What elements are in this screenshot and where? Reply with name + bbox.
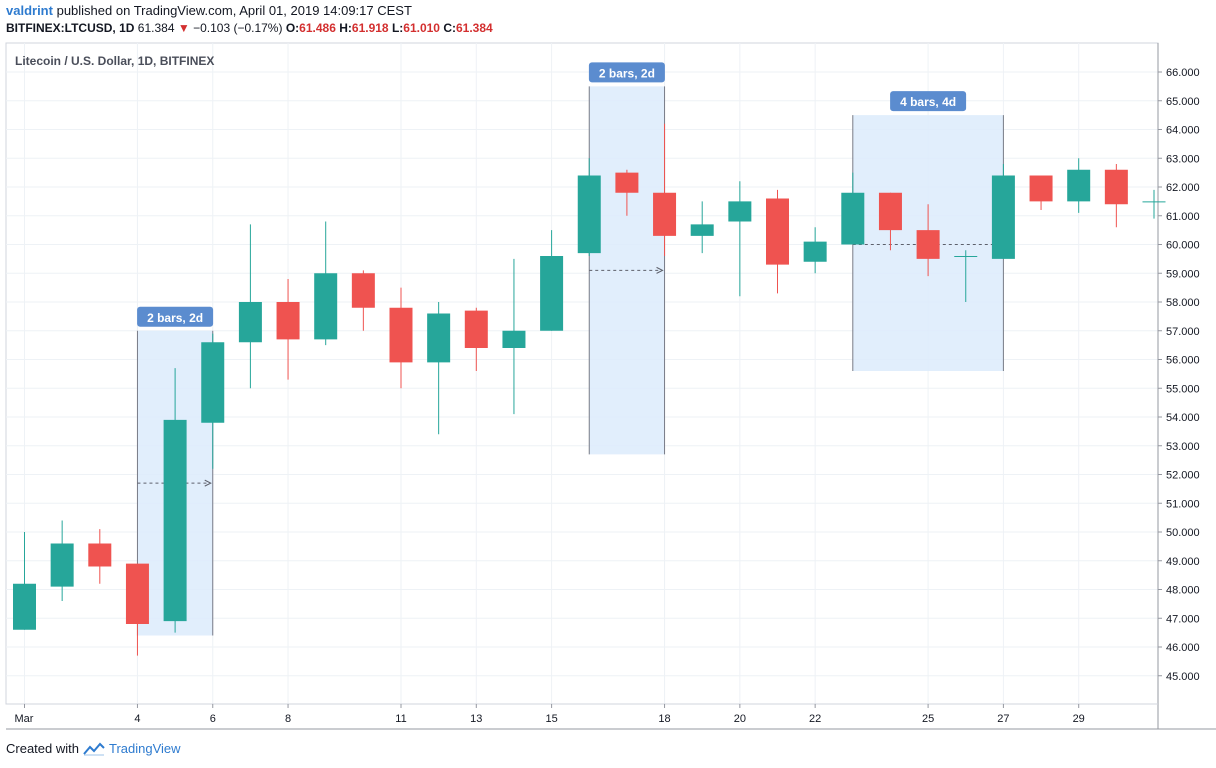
candle-body-up[interactable] <box>803 241 827 262</box>
price-tick-label: 62.000 <box>1166 182 1200 194</box>
candle-body-up[interactable] <box>314 273 338 340</box>
footer: Created with TradingView <box>6 741 181 756</box>
tradingview-brand-link[interactable]: TradingView <box>108 741 181 756</box>
price-tick-label: 57.000 <box>1166 326 1200 338</box>
price-tick-label: 46.000 <box>1166 642 1200 654</box>
range-label: 2 bars, 2d <box>147 311 203 325</box>
candle-body-down[interactable] <box>125 563 149 624</box>
candle-body-up[interactable] <box>13 583 36 630</box>
candle-body-up[interactable] <box>502 330 526 348</box>
candle-body-up[interactable] <box>841 192 865 245</box>
candle-body-up[interactable] <box>577 175 601 254</box>
symbol-label: BITFINEX:LTCUSD, 1D <box>6 21 135 35</box>
candle-body-down[interactable] <box>615 172 639 193</box>
candle-body-up[interactable] <box>540 256 564 331</box>
candle-body-up[interactable] <box>1067 169 1091 202</box>
price-tick-label: 55.000 <box>1166 383 1200 395</box>
candle-body-up[interactable] <box>991 175 1015 259</box>
price-tick-label: 47.000 <box>1166 613 1200 625</box>
range-label-box[interactable] <box>137 306 214 327</box>
candle-body-down[interactable] <box>878 192 902 231</box>
author-link[interactable]: valdrint <box>6 3 53 18</box>
candle-body-down[interactable] <box>276 302 300 340</box>
time-tick-label: 27 <box>997 713 1009 725</box>
published-text: published on TradingView.com, April 01, … <box>56 3 412 18</box>
price-tick-label: 54.000 <box>1166 412 1200 424</box>
candle-body-up[interactable] <box>954 256 978 257</box>
candle-body-down[interactable] <box>916 230 940 259</box>
high-label: H: <box>339 21 352 35</box>
time-tick-label: 13 <box>470 713 482 725</box>
price-tick-label: 64.000 <box>1166 125 1200 137</box>
down-arrow-icon: ▼ <box>177 21 190 35</box>
range-label: 4 bars, 4d <box>900 95 956 109</box>
candle-body-up[interactable] <box>690 224 714 236</box>
price-tick-label: 51.000 <box>1166 498 1200 510</box>
price-tick-label: 60.000 <box>1166 240 1200 252</box>
high-value: 61.918 <box>351 21 389 35</box>
close-label: C: <box>443 21 456 35</box>
ohlc-legend: BITFINEX:LTCUSD, 1D 61.384 ▼ −0.103 (−0.… <box>6 21 493 35</box>
time-tick-label: 29 <box>1073 713 1085 725</box>
candle-body-down[interactable] <box>88 543 112 567</box>
candle-body-up[interactable] <box>238 302 262 343</box>
price-tick-label: 65.000 <box>1166 96 1200 108</box>
low-value: 61.010 <box>403 21 440 35</box>
publish-info: valdrint published on TradingView.com, A… <box>6 3 412 18</box>
tradingview-logo-icon <box>83 742 105 755</box>
candle-body-up[interactable] <box>201 342 225 423</box>
created-with-text: Created with <box>6 741 79 756</box>
time-tick-label: 4 <box>134 713 140 725</box>
price-tick-label: 50.000 <box>1166 527 1200 539</box>
arrowhead-icon <box>204 479 212 487</box>
price-tick-label: 66.000 <box>1166 67 1200 79</box>
time-tick-label: 11 <box>395 713 406 725</box>
price-tick-label: 48.000 <box>1166 585 1200 597</box>
time-tick-label: 15 <box>545 713 557 725</box>
candle-body-down[interactable] <box>464 310 488 348</box>
price-tick-label: 58.000 <box>1166 297 1200 309</box>
time-tick-label: 8 <box>285 713 291 725</box>
price-tick-label: 61.000 <box>1166 211 1200 223</box>
time-tick-label: 6 <box>210 713 216 725</box>
price-tick-label: 53.000 <box>1166 441 1200 453</box>
candle-body-down[interactable] <box>653 192 677 236</box>
candle-body-down[interactable] <box>1029 175 1053 202</box>
price-tick-label: 56.000 <box>1166 355 1200 367</box>
price-tick-label: 52.000 <box>1166 470 1200 482</box>
open-value: 61.486 <box>299 21 336 35</box>
price-tick-label: 49.000 <box>1166 556 1200 568</box>
time-tick-label: 25 <box>922 713 934 725</box>
candle-body-down[interactable] <box>389 307 413 363</box>
arrowhead-icon <box>656 266 664 274</box>
chart-title: Litecoin / U.S. Dollar, 1D, BITFINEX <box>15 54 214 68</box>
time-tick-label: 20 <box>734 713 746 725</box>
range-label: 2 bars, 2d <box>599 66 655 80</box>
range-label-box[interactable] <box>890 91 967 112</box>
price-tick-label: 63.000 <box>1166 153 1200 165</box>
candle-body-down[interactable] <box>351 273 375 308</box>
time-tick-label: 18 <box>658 713 670 725</box>
range-label-box[interactable] <box>588 62 665 83</box>
price-change: −0.103 (−0.17%) <box>193 21 283 35</box>
candle-body-up[interactable] <box>728 201 752 222</box>
price-tick-label: 59.000 <box>1166 268 1200 280</box>
price-tick-label: 45.000 <box>1166 671 1200 683</box>
candle-body-down[interactable] <box>1104 169 1128 205</box>
candle-body-up[interactable] <box>427 313 451 363</box>
time-tick-label: Mar <box>15 713 34 725</box>
candle-body-up[interactable] <box>1142 201 1166 203</box>
open-label: O: <box>285 21 300 35</box>
low-label: L: <box>391 21 404 35</box>
candle-body-up[interactable] <box>50 543 74 587</box>
last-price: 61.384 <box>137 21 175 35</box>
candle-body-down[interactable] <box>766 198 789 265</box>
close-value: 61.384 <box>455 21 493 35</box>
time-tick-label: 22 <box>809 713 821 725</box>
candle-body-up[interactable] <box>163 419 187 622</box>
